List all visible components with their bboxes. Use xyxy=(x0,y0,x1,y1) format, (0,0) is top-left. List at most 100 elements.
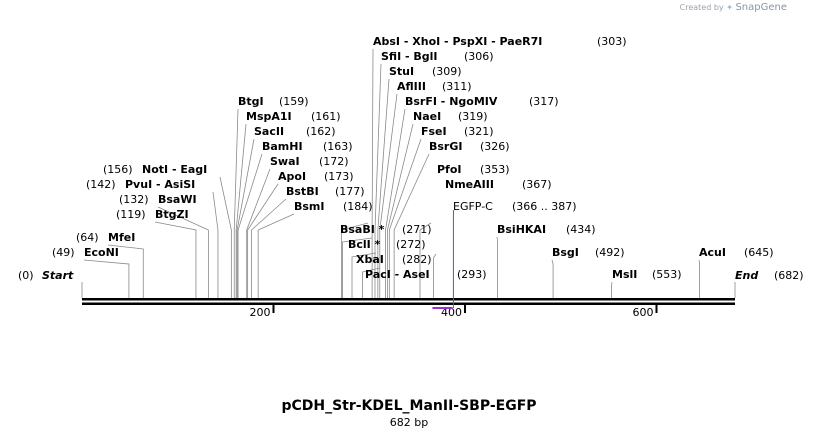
leader-line xyxy=(342,237,373,298)
scale-tick-label: 200 xyxy=(249,306,270,319)
leader-line xyxy=(432,253,437,298)
leader-line xyxy=(257,213,295,298)
site-label[interactable]: MslI xyxy=(612,268,637,281)
site-label[interactable]: PvuI - AsiSI xyxy=(125,178,195,191)
leader-line xyxy=(157,206,209,298)
scale-tick xyxy=(655,305,658,313)
site-label[interactable]: BsaBI * xyxy=(340,223,385,236)
site-position: (321) xyxy=(464,125,494,138)
leader-line xyxy=(233,108,239,298)
site-position: (64) xyxy=(76,231,99,244)
site-label[interactable]: FseI xyxy=(421,125,447,138)
leader-line xyxy=(387,123,414,298)
site-label[interactable]: BsrFI - NgoMIV xyxy=(405,95,498,108)
site-label[interactable]: AflIII xyxy=(397,80,426,93)
site-position: (293) xyxy=(457,268,487,281)
leader-line xyxy=(377,78,390,298)
site-position: (162) xyxy=(306,125,336,138)
leader-line xyxy=(235,123,247,298)
site-label[interactable]: MspA1I xyxy=(246,110,292,123)
leader-line xyxy=(237,153,263,298)
site-label[interactable]: BtgZI xyxy=(155,208,189,221)
site-position: (132) xyxy=(119,193,149,206)
site-label[interactable]: AcuI xyxy=(699,246,726,259)
leader-line xyxy=(351,252,377,298)
site-position: (271) xyxy=(402,223,432,236)
site-label[interactable]: NaeI xyxy=(413,110,441,123)
end-label: End xyxy=(735,269,758,282)
site-position: (49) xyxy=(52,246,75,259)
site-label[interactable]: BsrGI xyxy=(429,140,462,153)
site-label[interactable]: AbsI - XhoI - PspXI - PaeR7I xyxy=(373,35,542,48)
feature-annotation: EGFP-C (366 .. 387) xyxy=(432,200,577,309)
site-position: (326) xyxy=(480,140,510,153)
site-position: (156) xyxy=(103,163,133,176)
dna-backbone: 200 400 600 xyxy=(82,298,735,319)
site-label[interactable]: BsmI xyxy=(294,200,325,213)
feature-range: (366 .. 387) xyxy=(512,200,577,213)
site-position: (645) xyxy=(744,246,774,259)
site-position: (282) xyxy=(402,253,432,266)
site-position: (353) xyxy=(480,163,510,176)
leader-line xyxy=(551,259,554,298)
scale-tick xyxy=(272,305,275,313)
site-label[interactable]: StuI xyxy=(389,65,414,78)
site-label[interactable]: BsiHKAI xyxy=(497,223,546,236)
site-position: (367) xyxy=(522,178,552,191)
site-label[interactable]: ApoI xyxy=(278,170,306,183)
site-position: (161) xyxy=(311,110,341,123)
bottom-strand xyxy=(82,302,735,305)
site-label[interactable]: BclI * xyxy=(348,238,381,251)
site-label[interactable]: SwaI xyxy=(270,155,300,168)
plasmid-size: 682 bp xyxy=(389,416,429,429)
leader-line xyxy=(371,48,374,298)
site-label[interactable]: NmeAIII xyxy=(445,178,494,191)
site-position: (317) xyxy=(529,95,559,108)
scale-tick-label: 400 xyxy=(441,306,462,319)
leader-line xyxy=(219,176,232,298)
site-label[interactable]: XbaI xyxy=(356,253,384,266)
leader-line xyxy=(419,222,432,298)
site-label[interactable]: BsgI xyxy=(552,246,579,259)
leader-line xyxy=(393,153,430,298)
site-label[interactable]: MfeI xyxy=(108,231,135,244)
site-position: (119) xyxy=(116,208,146,221)
site-position: (159) xyxy=(279,95,309,108)
site-position: (492) xyxy=(595,246,625,259)
leader-line xyxy=(388,138,422,298)
end-position: (682) xyxy=(774,269,804,282)
site-position: (142) xyxy=(86,178,116,191)
site-label[interactable]: BtgI xyxy=(238,95,264,108)
site-position: (163) xyxy=(323,140,353,153)
site-position: (272) xyxy=(396,238,426,251)
site-label[interactable]: BstBI xyxy=(286,185,319,198)
scale-tick-label: 600 xyxy=(632,306,653,319)
leader-line xyxy=(246,168,271,298)
top-strand xyxy=(82,298,735,301)
leader-line xyxy=(611,281,613,298)
site-position: (434) xyxy=(566,223,596,236)
leader-line xyxy=(362,267,381,298)
site-position: (184) xyxy=(343,200,373,213)
site-label[interactable]: NotI - EagI xyxy=(142,163,207,176)
credit-prefix: Created by xyxy=(679,3,724,12)
site-label[interactable]: PfoI xyxy=(437,163,462,176)
site-label[interactable]: BsaWI xyxy=(158,193,197,206)
start-label: Start xyxy=(42,269,74,282)
leader-line xyxy=(374,63,382,298)
feature-name[interactable]: EGFP-C xyxy=(453,200,493,213)
site-labels: EcoNI (49) MfeI (64) BtgZI (119) BsaWI (132) Pvu… xyxy=(18,35,804,282)
leader-line xyxy=(496,236,498,298)
snapgene-logo-icon: ✦ xyxy=(726,3,733,12)
site-label[interactable]: SfiI - BglI xyxy=(381,50,438,63)
site-label[interactable]: SacII xyxy=(254,125,284,138)
site-label[interactable]: BamHI xyxy=(262,140,303,153)
site-position: (303) xyxy=(597,35,627,48)
scale-tick xyxy=(463,305,466,313)
leader-line xyxy=(83,259,130,298)
credit-brand: SnapGene xyxy=(735,2,787,13)
leader-line xyxy=(212,191,219,298)
site-label[interactable]: EcoNI xyxy=(84,246,119,259)
site-label[interactable]: PacI - AseI xyxy=(365,268,430,281)
